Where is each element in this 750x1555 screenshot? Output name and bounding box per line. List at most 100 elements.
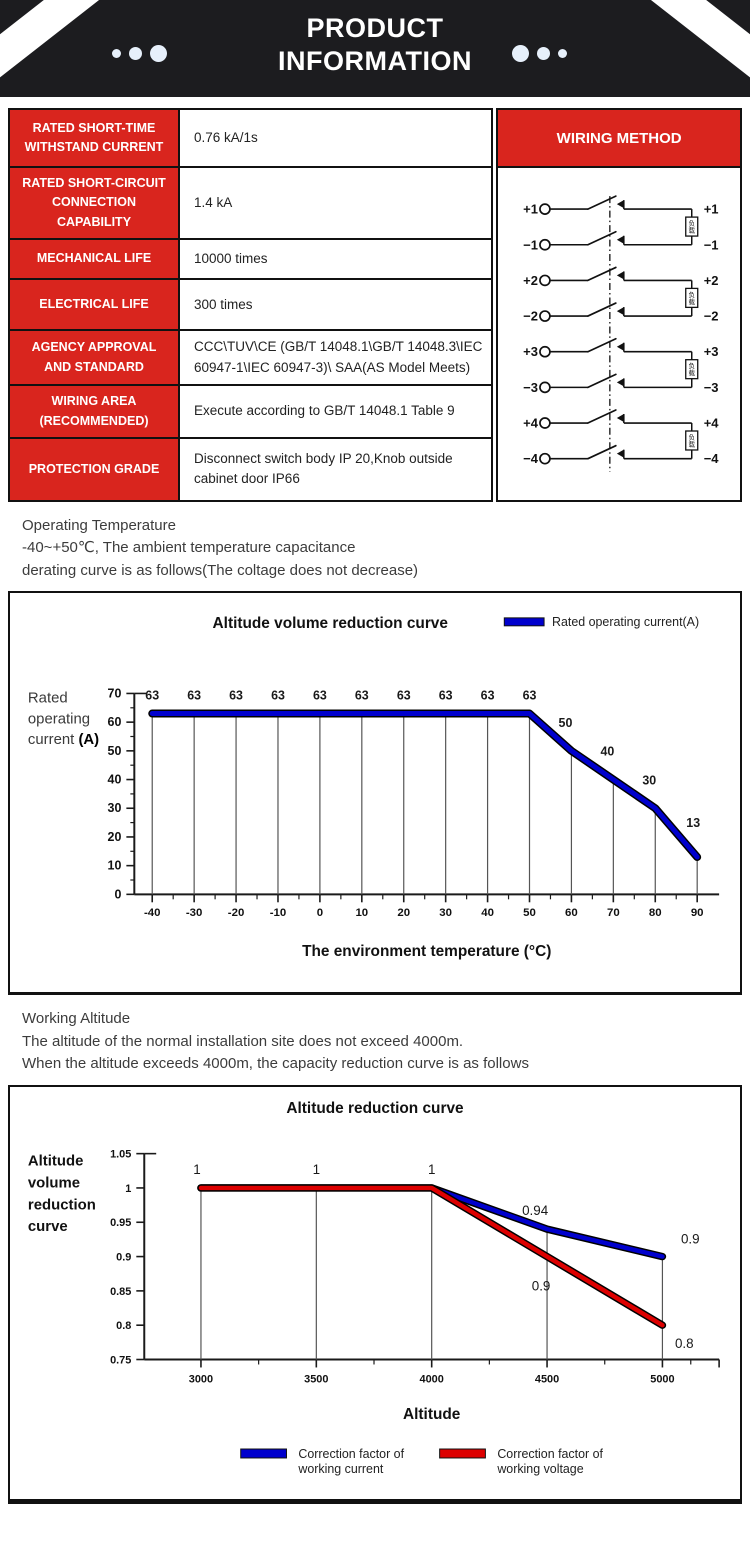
svg-text:+2: +2 xyxy=(704,273,719,288)
working-altitude-note: Working Altitude The altitude of the nor… xyxy=(22,1008,750,1075)
svg-text:-10: -10 xyxy=(270,908,287,920)
spec-value: 1.4 kA xyxy=(194,194,233,210)
svg-text:63: 63 xyxy=(187,689,201,703)
spec-label: RATED SHORT-CIRCUIT CONNECTION CAPABILIT… xyxy=(10,168,180,239)
svg-text:20: 20 xyxy=(397,908,410,920)
wiring-diagram-area: +1 −1 负载 +1 −1 +2 −2 负载 +2 −2 +3 −3 负载 +3 −3 +4 −4 负载 +4 −4 xyxy=(498,168,740,500)
svg-text:-20: -20 xyxy=(228,908,245,920)
spec-row: RATED SHORT-TIME WITHSTAND CURRENT 0.76 k… xyxy=(10,110,491,166)
note-line: When the altitude exceeds 4000m, the cap… xyxy=(22,1055,529,1073)
svg-text:working current: working current xyxy=(297,1462,383,1476)
svg-text:63: 63 xyxy=(313,689,327,703)
svg-text:reduction: reduction xyxy=(28,1197,96,1213)
svg-text:10: 10 xyxy=(108,859,122,873)
svg-text:−4: −4 xyxy=(704,451,720,466)
svg-text:−2: −2 xyxy=(523,309,538,324)
svg-text:63: 63 xyxy=(523,689,537,703)
svg-text:The environment temperature (°: The environment temperature (°C) xyxy=(302,943,551,960)
spec-row: PROTECTION GRADE Disconnect switch body I… xyxy=(10,436,492,500)
note-line: The altitude of the normal installation … xyxy=(22,1032,464,1050)
svg-text:10: 10 xyxy=(355,908,368,920)
dot-icon xyxy=(537,46,550,60)
spec-label: PROTECTION GRADE xyxy=(10,438,180,500)
svg-text:负载: 负载 xyxy=(689,290,696,306)
svg-text:+1: +1 xyxy=(523,202,538,217)
svg-text:Altitude volume reduction curv: Altitude volume reduction curve xyxy=(213,615,449,632)
svg-text:20: 20 xyxy=(108,830,122,844)
svg-text:current (A): current (A) xyxy=(28,733,99,749)
svg-text:负载: 负载 xyxy=(689,432,696,448)
temperature-derating-chart: Altitude volume reduction curve Rated ope… xyxy=(8,591,742,996)
svg-text:60: 60 xyxy=(108,716,122,730)
banner-stripe-right xyxy=(602,0,750,97)
svg-text:Altitude: Altitude xyxy=(403,1406,461,1423)
spec-label: RATED SHORT-TIME WITHSTAND CURRENT xyxy=(10,110,180,166)
spec-value: 10000 times xyxy=(194,251,268,266)
svg-text:−3: −3 xyxy=(523,380,538,395)
svg-text:63: 63 xyxy=(229,689,243,703)
svg-text:Correction factor of: Correction factor of xyxy=(497,1447,603,1461)
svg-text:13: 13 xyxy=(686,817,700,831)
svg-text:−1: −1 xyxy=(523,237,538,252)
svg-text:−2: −2 xyxy=(704,309,719,324)
svg-text:3000: 3000 xyxy=(189,1373,213,1385)
spec-value: Disconnect switch body IP 20,Knob outsid… xyxy=(194,451,453,487)
svg-text:-30: -30 xyxy=(186,908,203,920)
svg-text:63: 63 xyxy=(271,689,285,703)
svg-text:1: 1 xyxy=(428,1162,435,1177)
svg-text:Correction factor of: Correction factor of xyxy=(298,1447,404,1461)
dot-icon xyxy=(150,44,167,62)
svg-text:Altitude: Altitude xyxy=(28,1153,83,1169)
svg-text:volume: volume xyxy=(28,1175,80,1191)
spec-row: MECHANICAL LIFE 10000 times xyxy=(10,238,492,279)
svg-text:负载: 负载 xyxy=(689,219,696,235)
svg-text:50: 50 xyxy=(523,908,536,920)
svg-text:0.9: 0.9 xyxy=(681,1231,700,1246)
svg-text:+4: +4 xyxy=(523,416,539,431)
decor-dots-right xyxy=(512,42,567,64)
operating-temperature-note: Operating Temperature -40~+50℃, The ambi… xyxy=(22,515,750,582)
svg-text:90: 90 xyxy=(691,908,704,920)
svg-text:80: 80 xyxy=(649,908,662,920)
dot-icon xyxy=(112,48,121,58)
svg-text:1.05: 1.05 xyxy=(110,1148,131,1160)
svg-text:−1: −1 xyxy=(704,237,719,252)
svg-text:63: 63 xyxy=(397,689,411,703)
note-line: derating curve is as follows(The coltage… xyxy=(22,561,419,579)
spec-label: AGENCY APPROVAL AND STANDARD xyxy=(10,331,180,385)
svg-text:63: 63 xyxy=(355,689,369,703)
spec-table: RATED SHORT-TIME WITHSTAND CURRENT 0.76 k… xyxy=(8,108,742,502)
svg-text:+1: +1 xyxy=(704,202,719,217)
svg-text:63: 63 xyxy=(145,689,159,703)
note-line: -40~+50℃, The ambient temperature capaci… xyxy=(22,539,356,557)
svg-text:−4: −4 xyxy=(523,451,539,466)
svg-text:60: 60 xyxy=(565,908,578,920)
svg-text:-40: -40 xyxy=(144,908,161,920)
svg-text:0.94: 0.94 xyxy=(522,1203,549,1218)
svg-text:50: 50 xyxy=(559,716,573,730)
svg-text:−3: −3 xyxy=(704,380,719,395)
svg-text:0.95: 0.95 xyxy=(110,1217,131,1229)
svg-text:1: 1 xyxy=(125,1183,131,1195)
spec-row: AGENCY APPROVAL AND STANDARD CCC\TUV\CE (… xyxy=(10,329,492,385)
altitude-reduction-chart-svg: Altitude reduction curve Altitude volume re… xyxy=(28,1100,720,1476)
spec-value: 300 times xyxy=(194,296,253,312)
spec-row: ELECTRICAL LIFE 300 times xyxy=(10,278,492,330)
dot-icon xyxy=(512,44,529,62)
spec-row: WIRING AREA (RECOMMENDED) Execute accordi… xyxy=(10,384,492,437)
wiring-diagram: +1 −1 负载 +1 −1 +2 −2 负载 +2 −2 +3 −3 负载 +3 −3 +4 −4 负载 +4 −4 xyxy=(523,195,720,472)
svg-text:40: 40 xyxy=(481,908,494,920)
svg-text:Altitude reduction curve: Altitude reduction curve xyxy=(286,1100,464,1117)
spec-value: CCC\TUV\CE (GB/T 14048.1\GB/T 14048.3\IE… xyxy=(194,339,483,375)
svg-text:负载: 负载 xyxy=(689,361,696,377)
spec-label: ELECTRICAL LIFE xyxy=(10,280,180,330)
svg-text:0.75: 0.75 xyxy=(110,1354,131,1366)
svg-text:working voltage: working voltage xyxy=(496,1462,583,1476)
svg-text:30: 30 xyxy=(642,774,656,788)
svg-text:+2: +2 xyxy=(523,273,538,288)
note-title: Working Altitude xyxy=(22,1010,131,1028)
svg-text:3500: 3500 xyxy=(304,1373,328,1385)
svg-text:30: 30 xyxy=(108,802,122,816)
svg-text:0.85: 0.85 xyxy=(110,1286,131,1298)
svg-text:0: 0 xyxy=(114,888,121,902)
